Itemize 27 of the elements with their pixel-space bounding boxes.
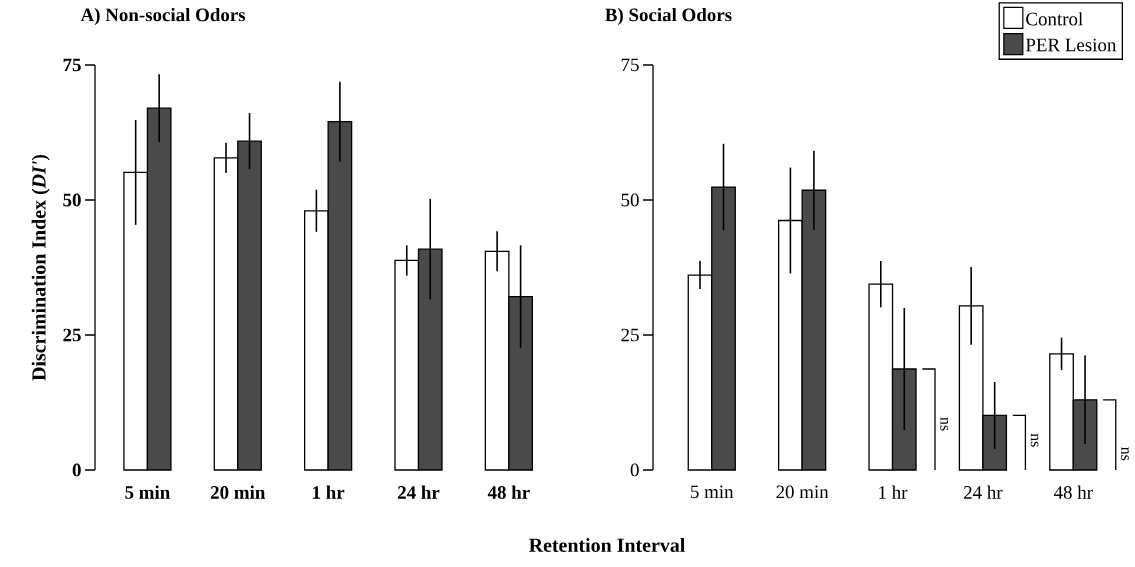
legend-label: PER Lesion <box>1025 38 1117 52</box>
y-tick-label: 75 <box>63 58 81 72</box>
x-tick-label: 5 min <box>125 485 170 499</box>
x-tick-label: 20 min <box>210 485 266 499</box>
x-tick-label: 5 min <box>691 485 734 499</box>
y-tick-label: 75 <box>621 58 639 72</box>
y-tick-label: 0 <box>630 463 639 477</box>
x-tick-label: 48 hr <box>487 485 530 499</box>
y-tick-label: 0 <box>72 463 81 477</box>
x-tick-label: 1 hr <box>313 485 345 499</box>
legend-label: Control <box>1026 12 1083 26</box>
y-tick-label: 25 <box>63 328 81 342</box>
x-tick-label: 1 hr <box>879 485 908 499</box>
x-axis-title: Retention Interval <box>529 537 685 552</box>
y-tick-label: 25 <box>621 328 639 342</box>
y-axis-title: Discrimination Index (DI') <box>31 154 50 381</box>
chart-title: B) Social Odors <box>605 7 732 26</box>
chart-title: A) Non-social Odors <box>80 7 246 26</box>
annotation: ns <box>1121 447 1129 461</box>
x-tick-label: 20 min <box>776 485 829 499</box>
x-tick-label: 48 hr <box>1053 485 1093 499</box>
x-tick-label: 24 hr <box>398 485 440 499</box>
x-tick-label: 24 hr <box>964 485 1003 499</box>
y-tick-label: 50 <box>621 193 639 207</box>
annotation: ns <box>1030 433 1039 447</box>
y-tick-label: 50 <box>63 193 81 207</box>
annotation: ns <box>940 417 949 431</box>
